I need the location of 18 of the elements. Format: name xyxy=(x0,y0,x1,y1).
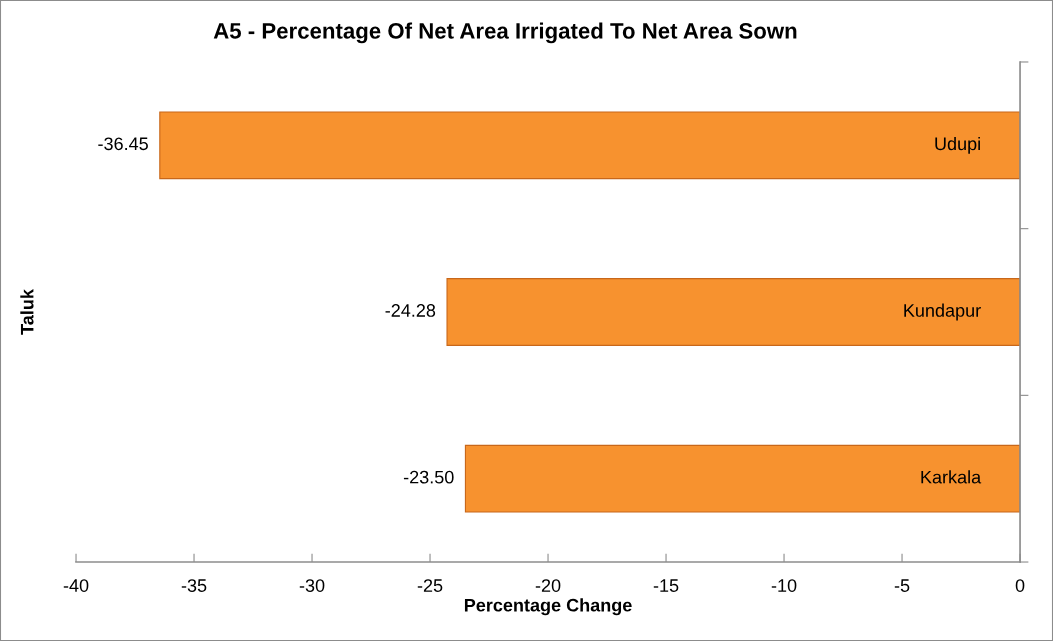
x-axis-title: Percentage Change xyxy=(464,598,632,616)
data-label: -24.28 xyxy=(385,304,436,317)
x-tick-label: -15 xyxy=(653,579,679,592)
y-tick-label: Kundapur xyxy=(904,303,981,321)
y-tick-label: Udupi xyxy=(935,136,980,154)
x-tick-label: -20 xyxy=(535,579,561,592)
x-tick-label: -25 xyxy=(417,579,443,592)
x-tick-label: 0 xyxy=(1015,579,1025,592)
x-tick-label: -35 xyxy=(181,579,207,592)
x-tick-label: -5 xyxy=(894,579,910,592)
x-tick-label: -40 xyxy=(63,579,89,592)
x-tick-label: -30 xyxy=(299,579,325,592)
data-label: -23.50 xyxy=(403,470,454,484)
chart-title: A5 - Percentage Of Net Area Irrigated To Net Area Sown xyxy=(213,22,797,44)
y-tick-label: Karkala xyxy=(921,470,982,484)
x-tick-label: -10 xyxy=(771,579,797,592)
data-label: -36.45 xyxy=(98,137,148,151)
y-axis-title: Taluk xyxy=(20,289,34,335)
